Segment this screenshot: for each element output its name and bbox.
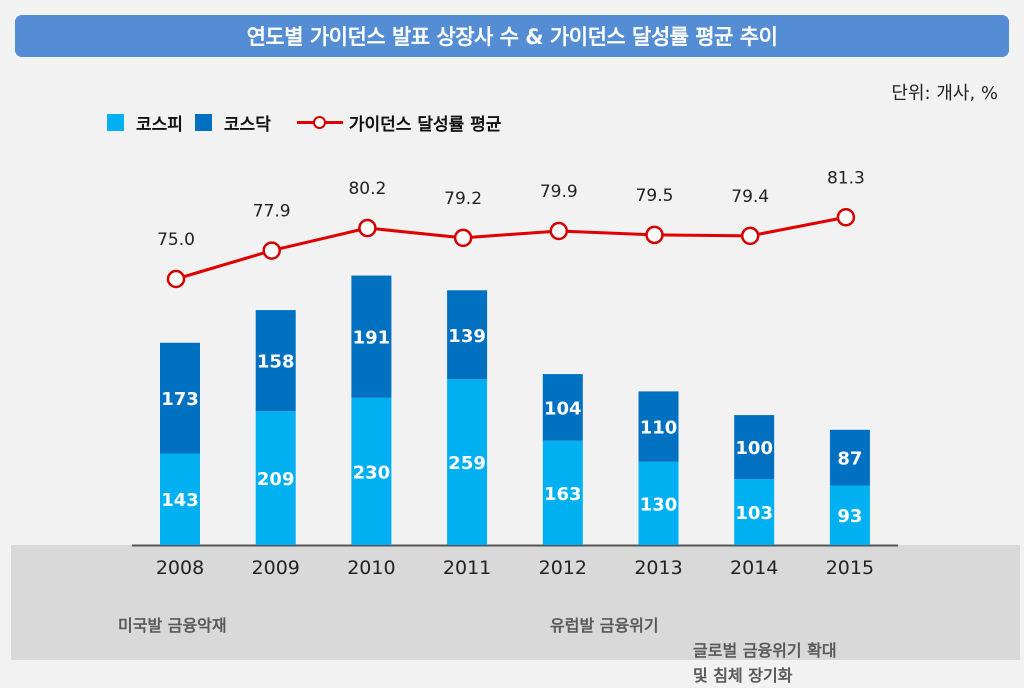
line-label-2010: 80.2 [348,179,386,199]
unit-label: 단위: 개사, % [891,83,998,104]
bar-label-kospi-2010: 230 [353,462,391,483]
bar-kosdaq-2014 [734,415,775,480]
line-series-group: 75.0 77.9 80.2 79.2 79.9 79.5 79.4 81.3 [157,168,865,289]
x-tick-2010: 2010 [347,557,395,579]
bar-label-kosdaq-2010: 191 [353,328,391,349]
x-tick-2012: 2012 [539,557,587,579]
bar-kosdaq-2015 [829,429,870,486]
line-label-2015: 81.3 [827,168,865,188]
bar-label-kospi-2014: 103 [735,503,773,524]
legend-swatch-kospi [107,113,124,131]
line-point-2014 [740,226,760,246]
bar-kospi-2013 [638,461,679,545]
bar-kospi-2011 [447,379,488,545]
x-tick-2011: 2011 [443,557,491,579]
line-point-2012 [549,221,569,241]
bar-label-kospi-2009: 209 [257,469,295,490]
x-tick-2008: 2008 [156,557,204,579]
bar-label-kospi-2012: 163 [544,484,582,505]
bottom-annotation-band [11,545,1020,660]
line-point-2009 [262,241,281,260]
bar-kosdaq-2012 [542,374,583,441]
bar-label-kosdaq-2009: 158 [257,352,295,373]
legend-item-kospi: 코스피 [107,110,183,135]
legend: 코스피 코스닥 가이던스 달성률 평균 [107,110,513,135]
bar-kospi-2012 [542,440,583,545]
bar-kosdaq-2010 [351,275,392,398]
bars-group [160,275,870,545]
legend-label-kosdaq: 코스닥 [223,114,271,135]
legend-swatch-kosdaq [194,113,212,131]
bar-kospi-2014 [734,479,775,545]
bar-label-kosdaq-2015: 87 [837,449,862,470]
legend-item-achievement-rate: 가이던스 달성률 평균 [283,110,502,135]
bar-kospi-2008 [160,453,200,545]
line-point-2010 [358,218,377,238]
bar-label-kospi-2015: 93 [837,506,862,527]
bar-kosdaq-2008 [160,342,200,454]
chart-title: 연도별 가이던스 발표 상장사 수 & 가이던스 달성률 평균 추이 [246,25,778,49]
annotation-2012: 유럽발 금융위기 [550,616,659,635]
line-achievement-rate [175,215,847,281]
bar-kosdaq-2011 [447,290,488,380]
bar-label-kosdaq-2012: 104 [544,398,582,419]
chart-title-bar: 연도별 가이던스 발표 상장사 수 & 가이던스 달성률 평균 추이 [15,15,1009,57]
bar-kosdaq-2009 [255,310,296,412]
line-label-2009: 77.9 [253,202,291,222]
x-tick-2015: 2015 [826,557,874,579]
bar-kospi-2015 [829,485,870,545]
x-tick-2014: 2014 [730,557,778,579]
bar-label-kosdaq-2008: 173 [161,389,199,410]
bar-labels-group: 143 173 209 158 230 191 259 139 163 104 130 110 103 1… [161,326,862,527]
x-tick-2013: 2013 [634,557,682,579]
legend-item-kosdaq: 코스닥 [194,110,271,135]
line-label-2008: 75.0 [157,230,195,250]
bar-kosdaq-2013 [638,391,679,462]
x-tick-labels-group: 2008 2009 2010 2011 2012 2013 2014 2015 [156,557,874,579]
annotation-2008: 미국발 금융악재 [118,616,227,635]
line-label-2011: 79.2 [444,189,482,209]
line-point-2008 [166,269,186,289]
legend-label-kospi: 코스피 [136,114,183,135]
bar-label-kospi-2008: 143 [161,490,199,511]
bar-kospi-2010 [351,397,392,545]
line-point-2013 [645,225,664,245]
legend-line-marker-icon [296,115,343,129]
line-point-2015 [836,208,856,227]
line-label-2012: 79.9 [540,182,578,202]
bar-label-kosdaq-2011: 139 [448,326,486,347]
x-tick-2009: 2009 [252,557,300,579]
annotation-2013-2014: 글로벌 금융위기 확대 및 침체 장기화 [693,641,837,685]
bar-label-kospi-2011: 259 [448,453,486,474]
legend-label-achievement-rate: 가이던스 달성률 평균 [348,114,502,135]
line-point-2011 [453,228,473,248]
bar-label-kosdaq-2014: 100 [735,438,773,459]
bar-label-kospi-2013: 130 [640,494,678,515]
chart-svg: 143 173 209 158 230 191 259 139 163 104 130 110 103 1… [132,168,898,579]
line-label-2014: 79.4 [731,187,769,207]
bar-label-kosdaq-2013: 110 [640,418,678,439]
line-label-2013: 79.5 [636,186,674,206]
bar-kospi-2009 [255,411,296,545]
